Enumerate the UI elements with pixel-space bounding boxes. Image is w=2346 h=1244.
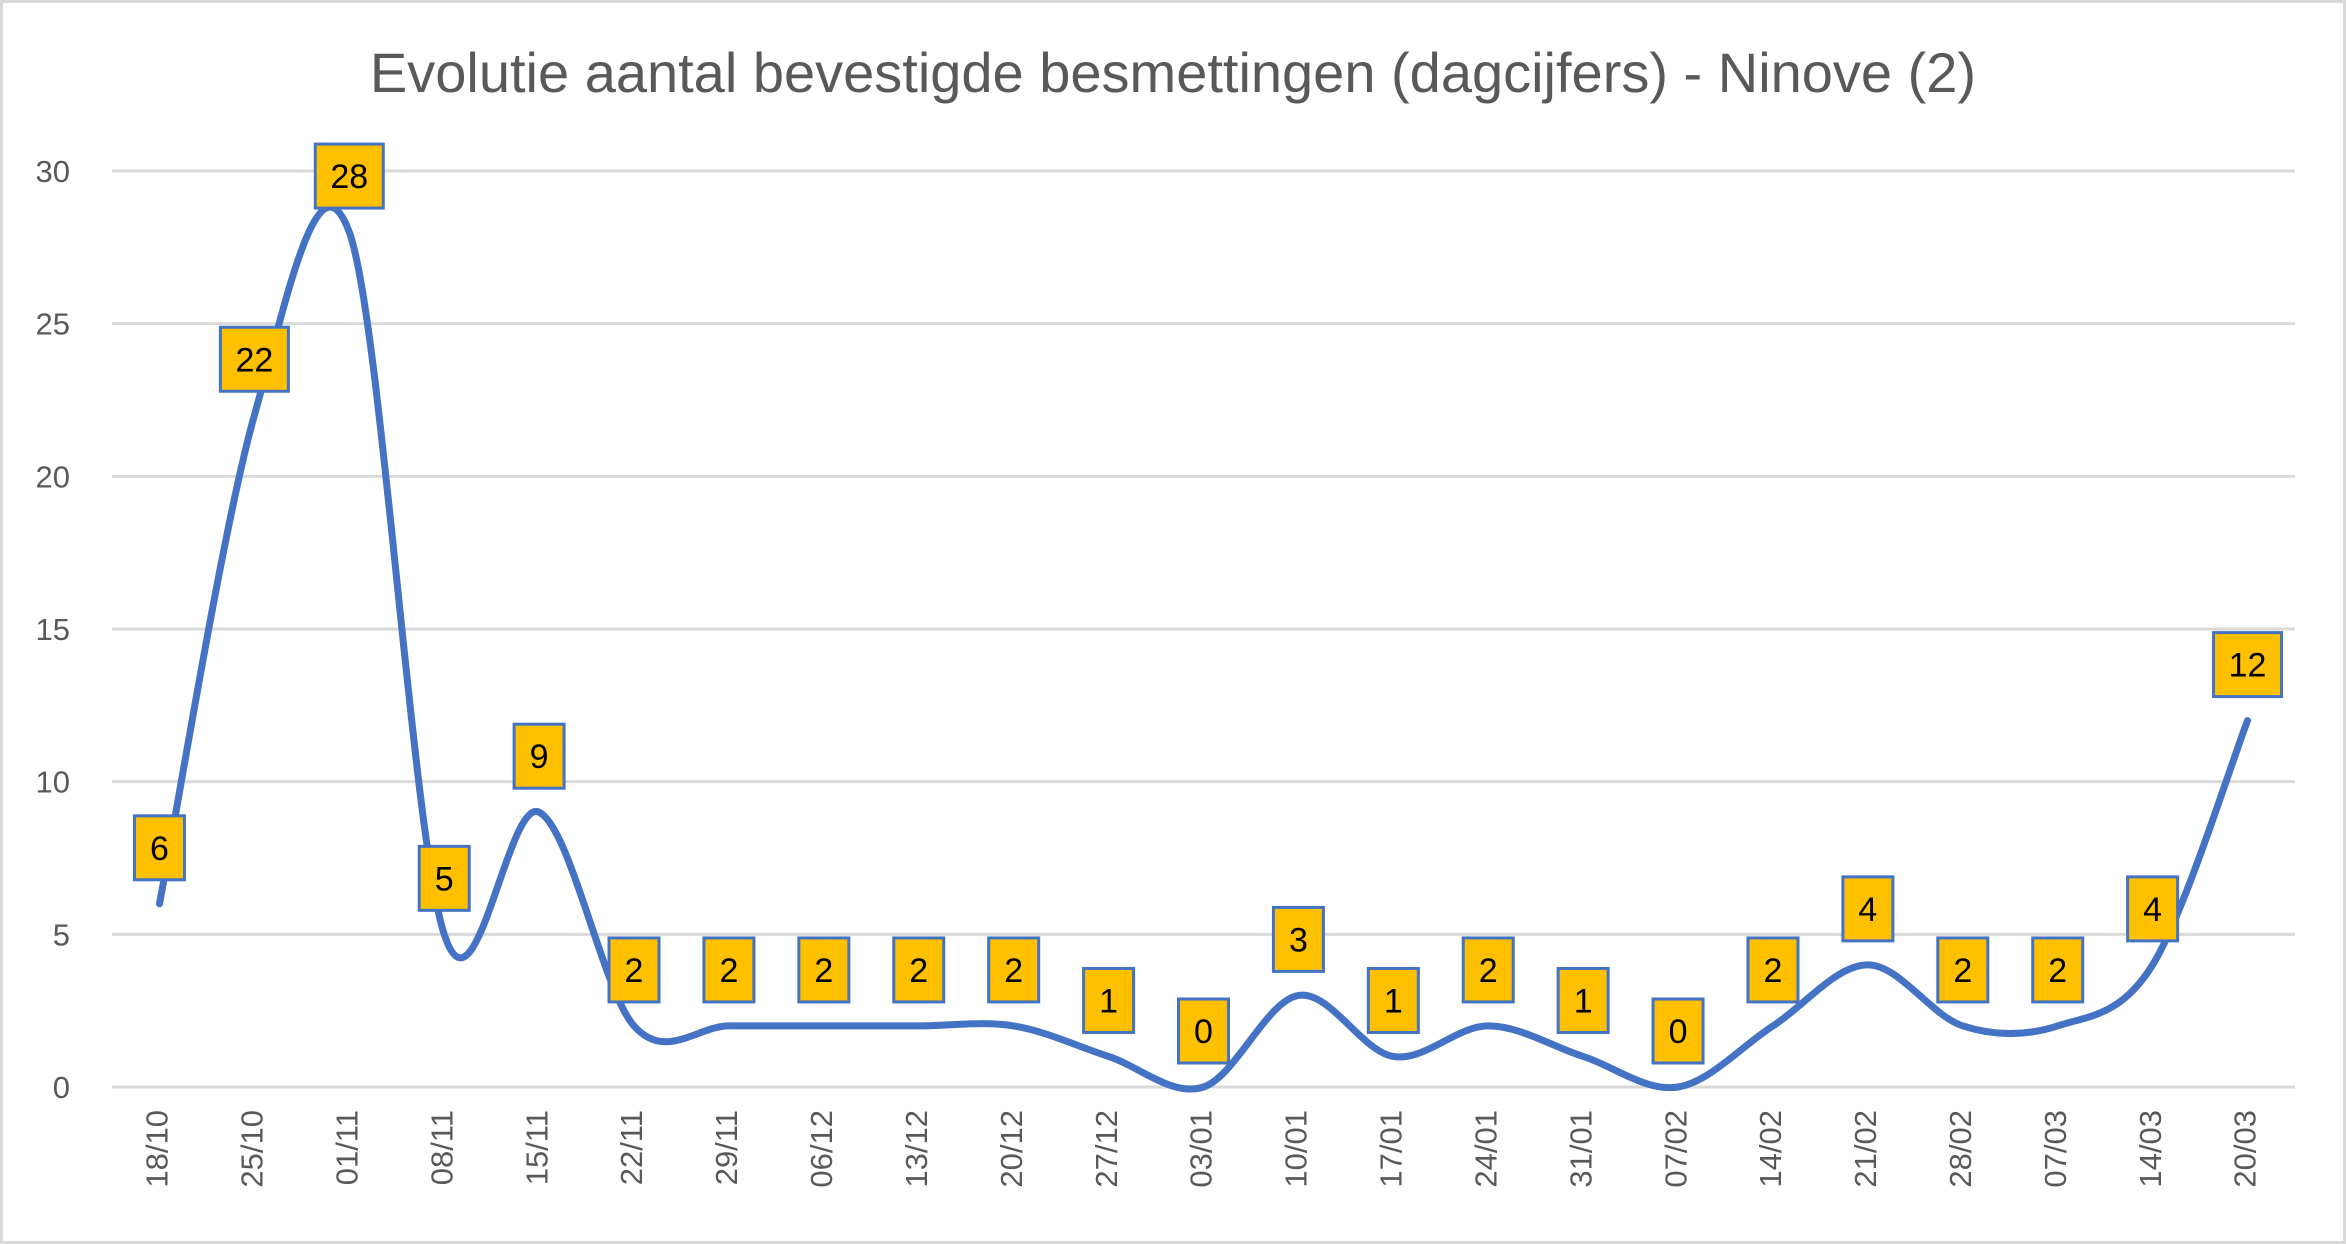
y-tick-label: 15 [36,612,70,647]
x-tick-label: 29/11 [709,1110,744,1185]
x-tick-label: 03/01 [1184,1110,1219,1188]
x-tick-label: 15/11 [519,1110,554,1185]
x-tick-label: 24/01 [1468,1110,1503,1188]
x-tick-label: 17/01 [1374,1110,1409,1188]
data-label-box [512,722,566,790]
x-tick-label: 22/11 [614,1110,649,1185]
x-tick-label: 27/12 [1089,1110,1124,1188]
data-label: 5 [435,860,454,898]
data-label-box [607,936,661,1004]
data-label: 12 [2229,647,2267,685]
data-label-box [1461,936,1515,1004]
data-label: 22 [235,341,273,379]
data-label: 9 [530,738,549,776]
x-tick-label: 10/01 [1279,1110,1314,1188]
y-tick-label: 10 [36,765,70,800]
data-label-box [1271,905,1325,973]
data-label: 1 [1384,982,1403,1020]
data-label-box [1936,936,1990,1004]
x-tick-label: 01/11 [329,1110,364,1185]
x-tick-label: 13/12 [899,1110,934,1188]
data-label: 2 [909,952,928,990]
data-label-box [797,936,851,1004]
x-tick-label: 21/02 [1848,1110,1883,1188]
data-label-box [1651,997,1705,1065]
data-label: 1 [1574,982,1593,1020]
y-tick-label: 5 [53,917,70,952]
y-tick-label: 0 [53,1070,70,1105]
data-label-box [987,936,1041,1004]
data-label-box [132,814,186,882]
data-label: 2 [814,952,833,990]
data-label: 6 [150,830,169,868]
data-label: 2 [719,952,738,990]
data-label-box [1177,997,1230,1065]
x-tick-label: 18/10 [140,1110,175,1188]
data-label-box [1366,966,1420,1034]
data-label-box [417,844,471,912]
x-tick-label: 31/01 [1563,1110,1598,1188]
data-label-box [1746,936,1800,1004]
data-label: 4 [1858,891,1877,929]
chart-title: Evolutie aantal bevestigde besmettingen … [369,41,1977,104]
data-label: 2 [625,952,644,990]
data-label: 28 [330,158,368,196]
data-label-box [1556,966,1610,1034]
data-label: 3 [1289,921,1308,959]
x-tick-label: 08/11 [424,1110,459,1185]
data-label: 4 [2143,891,2162,929]
data-label: 2 [1953,952,1972,990]
x-tick-label: 14/03 [2133,1110,2168,1188]
data-label: 0 [1669,1013,1688,1051]
x-tick-label: 07/02 [1658,1110,1693,1188]
data-label-box [2031,936,2085,1004]
data-label-box [892,936,946,1004]
data-label-box [2212,631,2284,699]
x-tick-label: 28/02 [1943,1110,1978,1188]
data-label-box [702,936,756,1004]
data-label-box [313,142,385,210]
x-tick-label: 20/12 [994,1110,1029,1188]
data-label: 2 [2048,952,2067,990]
y-tick-label: 20 [36,459,70,494]
x-tick-label: 20/03 [2228,1110,2263,1188]
y-tick-label: 25 [36,307,70,342]
x-tick-label: 07/03 [2038,1110,2073,1188]
x-tick-label: 25/10 [235,1110,270,1188]
data-label: 2 [1004,952,1023,990]
data-label-box [2126,875,2180,943]
y-tick-label: 30 [36,154,70,189]
data-label-box [1082,966,1136,1034]
data-label-box [1841,875,1895,943]
data-label: 2 [1479,952,1498,990]
data-label-box [218,325,290,393]
data-label: 2 [1764,952,1783,990]
x-tick-label: 06/12 [804,1110,839,1188]
data-label: 1 [1099,982,1118,1020]
series-line [155,203,2252,1093]
x-tick-label: 14/02 [1753,1110,1788,1188]
data-label: 0 [1194,1013,1213,1051]
